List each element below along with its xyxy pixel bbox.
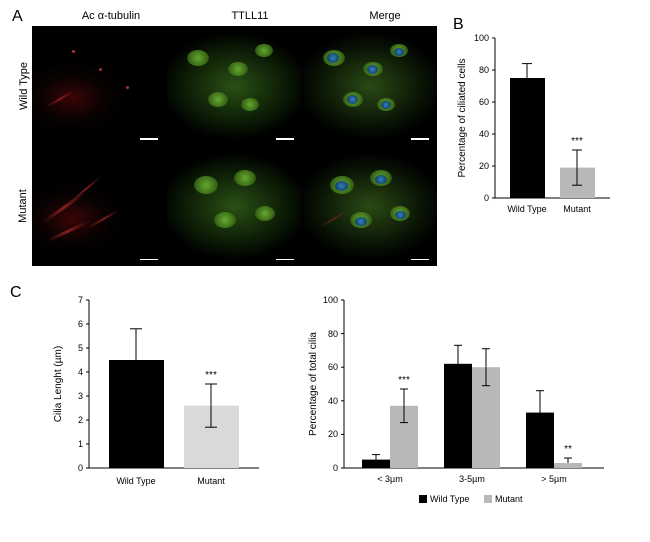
figure-container: A Ac α-tubulin TTLL11 Merge Wild Type Mu… (10, 10, 640, 518)
svg-text:20: 20 (328, 429, 338, 439)
panel-c-label: C (10, 284, 22, 514)
panel-c: C 0 1 2 3 4 5 6 7 (10, 288, 640, 518)
micro-mut-red (32, 147, 166, 267)
svg-text:20: 20 (479, 161, 489, 171)
micro-wt-merge (303, 26, 437, 146)
micro-mut-green (167, 147, 301, 267)
xcat-b-0: Wild Type (507, 204, 546, 214)
svg-text:7: 7 (78, 295, 83, 305)
sig-cl: *** (205, 370, 217, 381)
svg-text:0: 0 (484, 193, 489, 203)
svg-text:40: 40 (328, 396, 338, 406)
legend-swatch-wt (419, 495, 427, 503)
svg-text:60: 60 (479, 97, 489, 107)
svg-text:2: 2 (78, 415, 83, 425)
micro-mut-merge (303, 147, 437, 267)
row-label-1: Wild Type (18, 62, 30, 110)
legend-wt: Wild Type (430, 494, 469, 504)
legend-mu: Mutant (495, 494, 523, 504)
panel-a: A Ac α-tubulin TTLL11 Merge Wild Type Mu… (10, 10, 445, 270)
sig-d-0: *** (398, 375, 410, 386)
col-header-1: Ac α-tubulin (66, 10, 156, 22)
ylabel-b: Percentage of ciliated cells (457, 59, 468, 178)
microscopy-grid (32, 26, 437, 266)
panel-c-length: 0 1 2 3 4 5 6 7 * (47, 288, 277, 518)
svg-text:6: 6 (78, 319, 83, 329)
svg-text:80: 80 (479, 65, 489, 75)
xcat-b-1: Mutant (563, 204, 591, 214)
svg-text:3: 3 (78, 391, 83, 401)
panel-c-dist: 0 20 40 60 80 100 *** (302, 288, 622, 518)
row-label-2: Mutant (17, 189, 29, 223)
panel-a-label: A (12, 8, 23, 26)
sig-d-2: ** (564, 444, 572, 455)
svg-text:100: 100 (474, 33, 489, 43)
panel-c-dist-chart: 0 20 40 60 80 100 *** (302, 288, 622, 518)
svg-text:4: 4 (78, 367, 83, 377)
svg-text:40: 40 (479, 129, 489, 139)
svg-text:1: 1 (78, 439, 83, 449)
bar-wt (510, 78, 545, 198)
ylabel-cl: Cilia Lenght (µm) (53, 346, 64, 422)
col-header-2: TTLL11 (205, 10, 295, 22)
panel-b-label: B (453, 16, 464, 34)
legend-swatch-mu (484, 495, 492, 503)
svg-text:60: 60 (328, 362, 338, 372)
micro-wt-red (32, 26, 166, 146)
ylabel-d: Percentage of total cilia (308, 332, 319, 436)
top-row: A Ac α-tubulin TTLL11 Merge Wild Type Mu… (10, 10, 640, 270)
svg-text:80: 80 (328, 329, 338, 339)
sig-b: *** (571, 136, 583, 147)
svg-text:100: 100 (323, 295, 338, 305)
micro-wt-green (167, 26, 301, 146)
svg-text:5: 5 (78, 343, 83, 353)
xcat-d-0: < 3µm (377, 474, 402, 484)
xcat-cl-0: Wild Type (116, 476, 155, 486)
bar-d-mu-2 (554, 463, 582, 468)
xcat-d-2: > 5µm (541, 474, 566, 484)
panel-b-chart: 0 20 40 60 80 100 *** Wild Typ (453, 20, 628, 240)
col-header-3: Merge (340, 10, 430, 22)
svg-text:0: 0 (333, 463, 338, 473)
xcat-d-1: 3-5µm (459, 474, 485, 484)
panel-b: B 0 20 40 60 80 100 (453, 20, 628, 240)
panel-c-length-chart: 0 1 2 3 4 5 6 7 * (47, 288, 277, 508)
svg-text:0: 0 (78, 463, 83, 473)
xcat-cl-1: Mutant (197, 476, 225, 486)
